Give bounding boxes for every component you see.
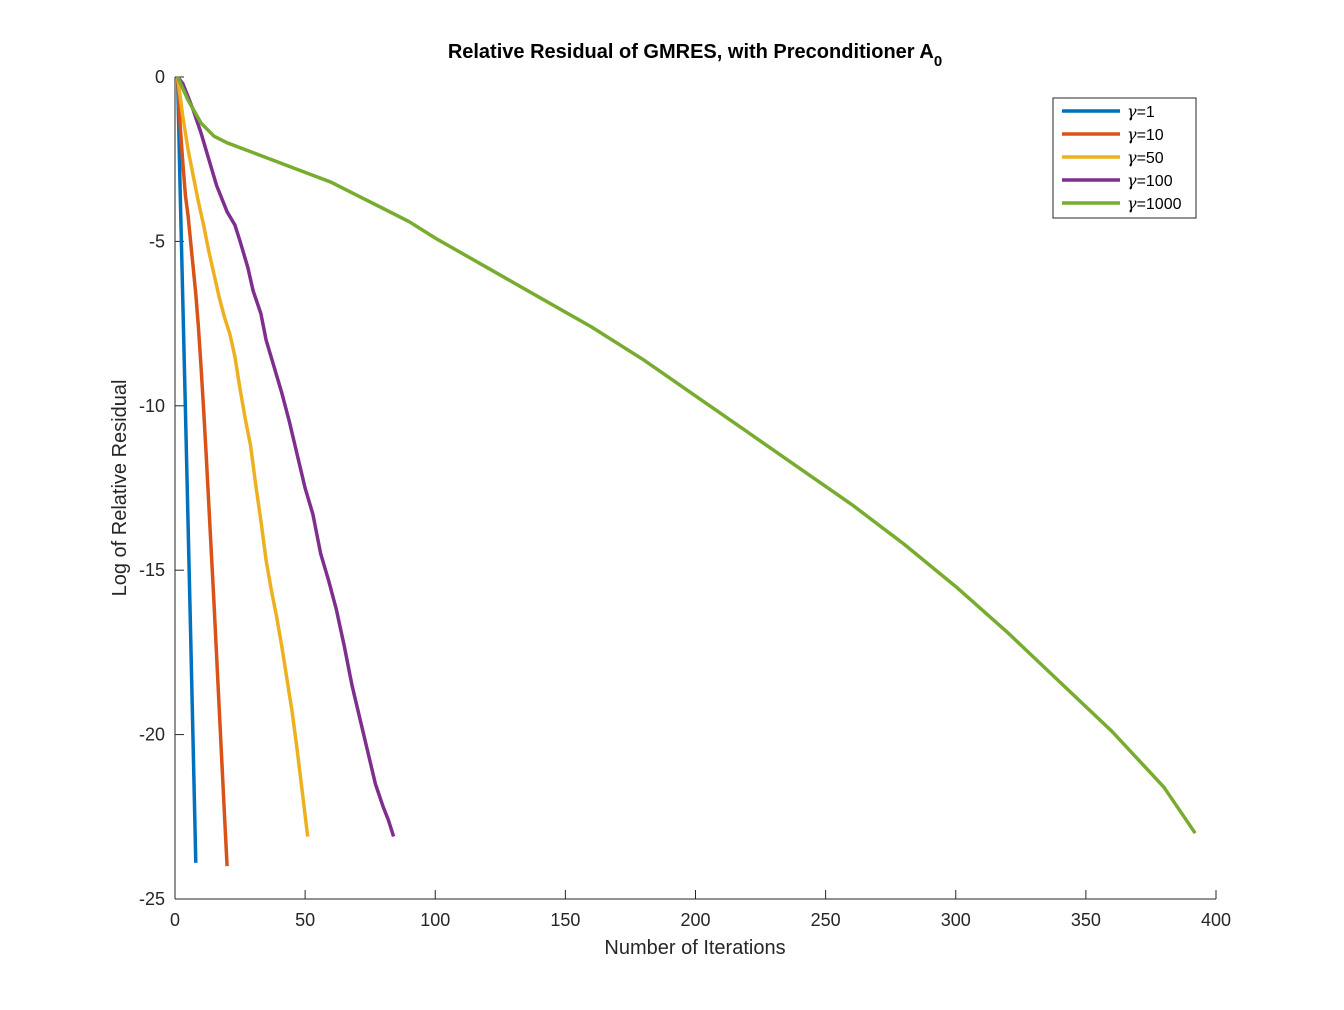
x-tick-label: 0	[170, 910, 180, 930]
legend-symbol: γ	[1127, 125, 1137, 144]
x-tick-label: 150	[550, 910, 580, 930]
legend-item: γ=50	[1062, 148, 1164, 167]
legend-symbol: γ	[1127, 102, 1137, 121]
y-tick-label: -20	[139, 725, 165, 745]
legend-item: γ=1000	[1062, 194, 1182, 213]
y-axis-label: Log of Relative Residual	[109, 380, 131, 597]
x-tick-label: 300	[941, 910, 971, 930]
x-axis-label: Number of Iterations	[604, 937, 785, 959]
legend-value: =1	[1137, 104, 1155, 121]
y-tick-label: -5	[149, 231, 165, 251]
legend-value: =1000	[1137, 196, 1182, 213]
series-line-3	[176, 75, 396, 838]
x-tick-label: 200	[680, 910, 710, 930]
legend-label: γ=1	[1127, 102, 1155, 121]
y-tick-label: -25	[139, 889, 165, 909]
y-tick-label: -10	[139, 396, 165, 416]
legend-value: =100	[1137, 173, 1173, 190]
y-axis-ticks: 0 -5 -10 -15 -20 -25	[139, 67, 184, 909]
legend-symbol: γ	[1127, 171, 1137, 190]
legend-value: =50	[1137, 150, 1164, 167]
y-tick-label: -15	[139, 560, 165, 580]
series-lines	[175, 75, 1197, 867]
x-tick-label: 400	[1201, 910, 1231, 930]
legend-symbol: γ	[1127, 148, 1137, 167]
x-tick-label: 100	[420, 910, 450, 930]
x-axis-ticks: 0 50 100 150 200 250 300 350 400	[170, 890, 1231, 930]
legend-item: γ=1	[1062, 102, 1155, 121]
legend-symbol: γ	[1127, 194, 1137, 213]
legend-item: γ=100	[1062, 171, 1173, 190]
x-tick-label: 350	[1071, 910, 1101, 930]
chart-title: Relative Residual of GMRES, with Precond…	[448, 41, 942, 70]
legend-value: =10	[1137, 127, 1164, 144]
x-tick-label: 50	[295, 910, 315, 930]
legend-label: γ=100	[1127, 171, 1173, 190]
series-line-0	[175, 76, 198, 863]
legend-label: γ=1000	[1127, 194, 1182, 213]
legend-label: γ=10	[1127, 125, 1164, 144]
legend-label: γ=50	[1127, 148, 1164, 167]
y-tick-label: 0	[155, 67, 165, 87]
series-line-1	[175, 76, 229, 867]
x-tick-label: 250	[811, 910, 841, 930]
chart-title-subscript: 0	[934, 53, 942, 70]
series-line-2	[175, 76, 310, 837]
legend-item: γ=10	[1062, 125, 1164, 144]
series-line-4	[176, 76, 1197, 835]
chart-title-text: Relative Residual of GMRES, with Precond…	[448, 41, 934, 63]
